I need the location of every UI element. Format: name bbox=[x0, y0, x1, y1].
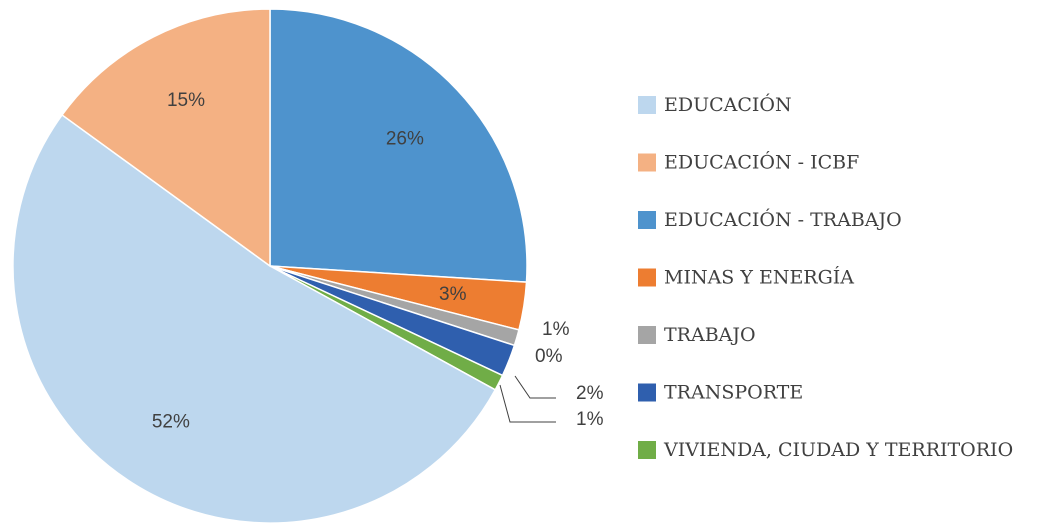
legend-swatch bbox=[638, 153, 656, 172]
pie-slice bbox=[12, 113, 497, 523]
leader-line bbox=[499, 384, 556, 423]
pie-slice bbox=[269, 8, 528, 283]
legend-swatch bbox=[638, 326, 656, 344]
leader-line bbox=[514, 375, 556, 399]
legend-label: EDUCACIÓN bbox=[664, 93, 792, 116]
legend-swatch bbox=[638, 268, 656, 287]
legend-label: EDUCACIÓN - TRABAJO bbox=[664, 208, 902, 231]
data-label: 1% bbox=[542, 319, 570, 340]
legend-label: TRABAJO bbox=[664, 324, 756, 346]
data-label: 52% bbox=[152, 411, 190, 432]
legend-label: EDUCACIÓN - ICBF bbox=[664, 151, 859, 174]
legend-swatch bbox=[638, 211, 656, 229]
legend-swatch bbox=[638, 383, 656, 402]
legend-label: MINAS Y ENERGÍA bbox=[664, 266, 854, 289]
pie-slice bbox=[61, 8, 271, 268]
data-label: 26% bbox=[386, 128, 424, 149]
legend-label: TRANSPORTE bbox=[664, 382, 803, 404]
data-label: 2% bbox=[576, 383, 604, 404]
data-label: 1% bbox=[576, 409, 604, 430]
legend-label: VIVIENDA, CIUDAD Y TERRITORIO bbox=[663, 439, 1013, 461]
data-label: 3% bbox=[439, 284, 467, 305]
legend-swatch bbox=[638, 96, 656, 114]
data-label: 0% bbox=[535, 346, 563, 367]
data-label: 15% bbox=[167, 90, 205, 111]
legend-swatch bbox=[638, 441, 656, 459]
